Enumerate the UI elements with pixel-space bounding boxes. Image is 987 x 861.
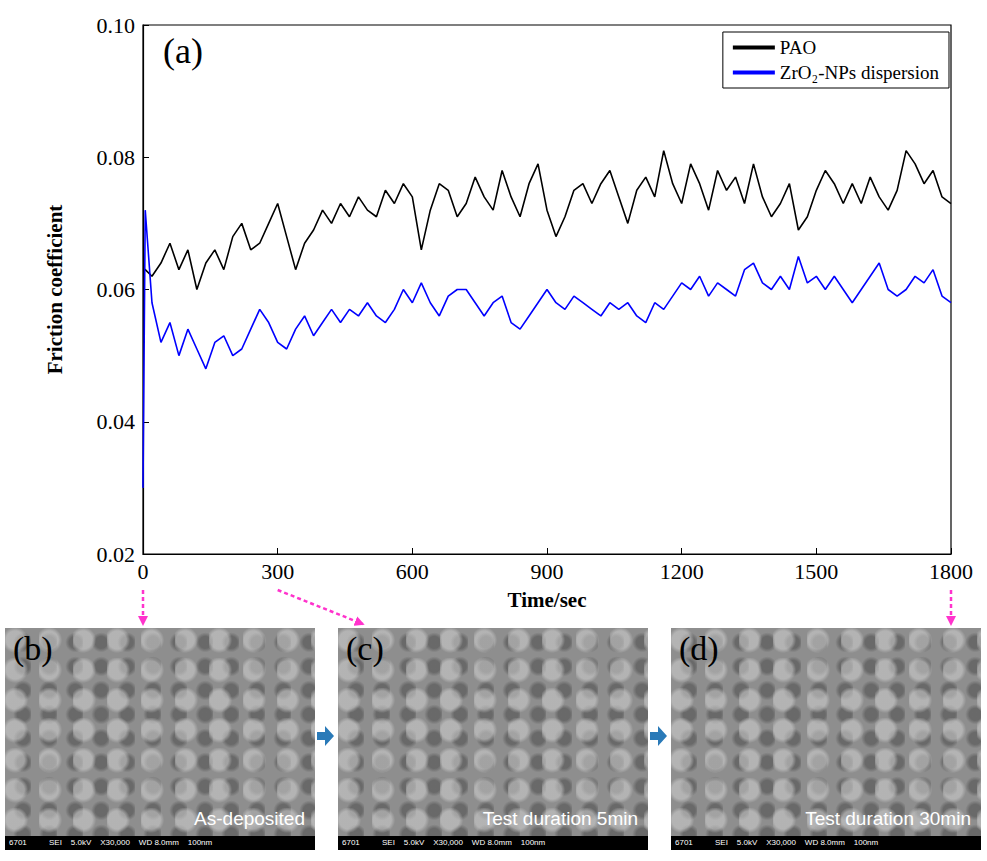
html-text:(c): (c) [346, 630, 384, 667]
svg-text:0.04: 0.04 [97, 409, 136, 434]
svg-text:Time/sec: Time/sec [508, 588, 587, 612]
svg-text:0.02: 0.02 [97, 542, 136, 567]
svg-text:0.10: 0.10 [97, 13, 136, 38]
svg-text:0.06: 0.06 [97, 277, 136, 302]
html-text:Test duration 30min: Test duration 30min [805, 808, 971, 829]
svg-text:PAO: PAO [780, 37, 816, 58]
svg-text:Friction coefficient: Friction coefficient [43, 205, 67, 375]
svg-text:1500: 1500 [794, 559, 838, 584]
html-text:(b): (b) [13, 630, 53, 667]
svg-text:ZrO₂-NPs dispersion: ZrO₂-NPs dispersion [780, 62, 940, 83]
svg-text:1800: 1800 [929, 559, 973, 584]
svg-text:300: 300 [261, 559, 294, 584]
html-text:6701 SEI 5.0kV X30,000 WD 8.0m: 6701 SEI 5.0kV X30,000 WD 8.0mm 100nm [9, 838, 213, 847]
html-text:(d): (d) [679, 630, 719, 667]
html-text:6701 SEI 5.0kV X30,000 WD 8.0m: 6701 SEI 5.0kV X30,000 WD 8.0mm 100nm [342, 838, 546, 847]
html-text:As-deposited: As-deposited [194, 808, 305, 829]
svg-text:900: 900 [531, 559, 564, 584]
html-text:Test duration 5min: Test duration 5min [482, 808, 638, 829]
svg-text:1200: 1200 [660, 559, 704, 584]
svg-text:0.08: 0.08 [97, 145, 136, 170]
svg-text:600: 600 [396, 559, 429, 584]
svg-text:0: 0 [138, 559, 149, 584]
html-text:6701 SEI 5.0kV X30,000 WD 8.0m: 6701 SEI 5.0kV X30,000 WD 8.0mm 100nm [675, 838, 879, 847]
svg-text:(a): (a) [163, 31, 203, 71]
